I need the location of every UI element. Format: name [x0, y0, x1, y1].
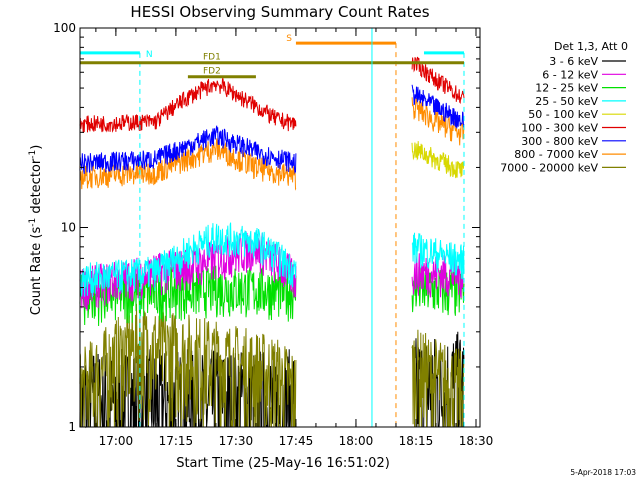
- x-axis-label: Start Time (25-May-16 16:51:02): [176, 456, 390, 471]
- y-tick-label-0: 1: [68, 420, 76, 434]
- footer-date: 5-Apr-2018 17:03: [570, 468, 636, 477]
- y-axis-label-mid: detector: [29, 158, 44, 218]
- y-axis-label-sup-2: -1: [28, 150, 38, 159]
- x-tick-label-4: 18:00: [339, 434, 374, 448]
- x-tick-label-0: 17:00: [99, 434, 134, 448]
- x-tick-label-2: 17:30: [219, 434, 254, 448]
- chart-title: HESSI Observing Summary Count Rates: [130, 3, 429, 21]
- annotation-label-4: FD2: [203, 67, 221, 77]
- legend-label-2: 12 - 25 keV: [535, 82, 598, 95]
- x-tick-label-3: 17:45: [279, 434, 314, 448]
- annotation-label-2: S: [286, 34, 292, 44]
- x-tick-label-1: 17:15: [159, 434, 194, 448]
- data-layer: [79, 56, 465, 429]
- x-tick-label-6: 18:30: [459, 434, 494, 448]
- y-axis-label-main: Count Rate (s: [29, 227, 44, 316]
- x-tick-label-5: 18:15: [399, 434, 434, 448]
- annotation-layer: N S FD1 FD2: [79, 28, 465, 427]
- series-line-4: [411, 141, 465, 179]
- legend-label-7: 800 - 7000 keV: [514, 148, 598, 161]
- annotation-label-0: N: [146, 50, 153, 60]
- series-line-8: [79, 303, 465, 428]
- series-line-6: [79, 84, 465, 175]
- series-line-5: [79, 56, 465, 134]
- legend-label-3: 25 - 50 keV: [535, 95, 598, 108]
- legend-label-5: 100 - 300 keV: [521, 122, 598, 135]
- y-axis-label: Count Rate (s-1 detector-1): [28, 145, 44, 316]
- legend-label-8: 7000 - 20000 keV: [500, 161, 598, 174]
- y-tick-label-1: 10: [61, 221, 76, 235]
- legend-label-6: 300 - 800 keV: [521, 135, 598, 148]
- y-tick-label-2: 100: [53, 21, 76, 35]
- legend-label-4: 50 - 100 keV: [528, 108, 598, 121]
- series-line-3: [79, 222, 465, 298]
- legend-title: Det 1,3, Att 0: [554, 40, 628, 53]
- legend-label-0: 3 - 6 keV: [549, 55, 598, 68]
- axis-layer: 17:00 17:15 17:30 17:45 18:00 18:15 18:30 1 10 10…: [53, 21, 493, 448]
- annotation-label-3: FD1: [203, 53, 221, 63]
- legend-label-1: 6 - 12 keV: [542, 68, 598, 81]
- y-axis-label-sup-1: -1: [28, 218, 38, 227]
- y-axis-label-end: ): [29, 145, 44, 150]
